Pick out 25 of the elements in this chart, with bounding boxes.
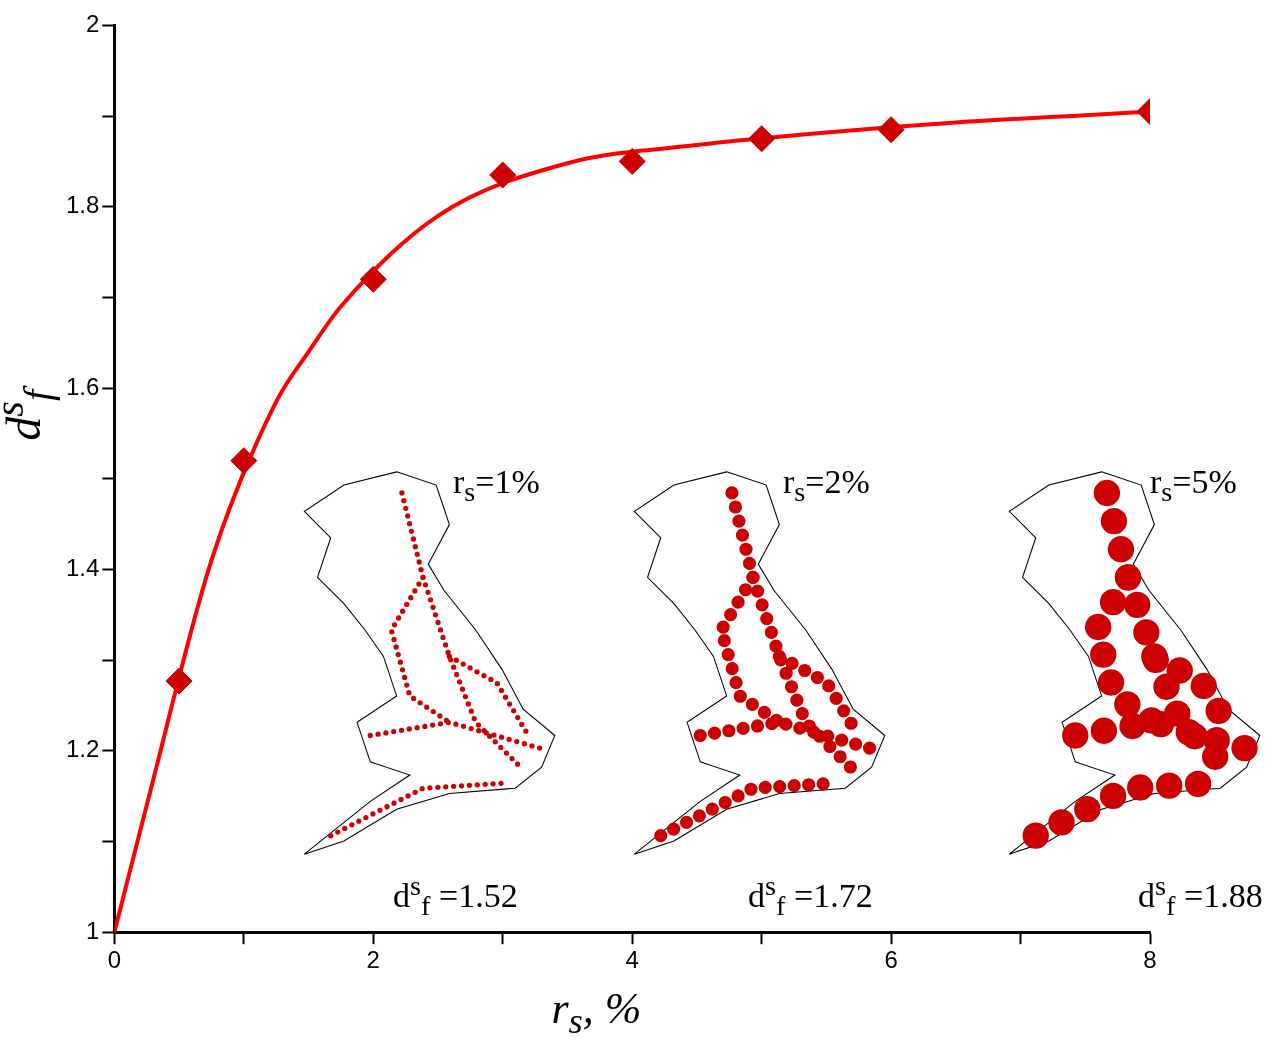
x-tick-label: 8 [1143,946,1157,974]
point [877,116,905,144]
y-tick-label: 1.4 [65,554,100,582]
point [230,447,258,475]
y-tick-label: 1.2 [65,735,100,763]
point [489,161,517,189]
point [618,147,646,175]
annotation: d$^{s}$$_{f}$ =1.88 [1138,870,1263,923]
point [165,667,193,695]
point [359,265,387,293]
x-tick-label: 0 [107,946,122,974]
y-tick-label: 1.6 [65,372,100,400]
annotation: r$_{s}$=1% [453,463,540,508]
annotation: d$^{s}$$_{f}$ =1.52 [393,870,518,923]
annotation: d$^{s}$$_{f}$ =1.72 [748,870,873,923]
x-tick-label: 2 [366,946,380,974]
point [748,125,776,153]
annotation: r$_{s}$=5% [1150,463,1237,508]
x-tick-label: 4 [625,946,639,974]
y-tick-label: 1 [86,916,100,944]
annotation: r$_{s}$=2% [783,463,870,508]
y-tick-label: 1.8 [65,191,100,219]
x-tick-label: 6 [884,946,898,974]
x-axis-title: r$_{s}$, % [550,983,643,1042]
y-tick-label: 2 [86,10,100,38]
